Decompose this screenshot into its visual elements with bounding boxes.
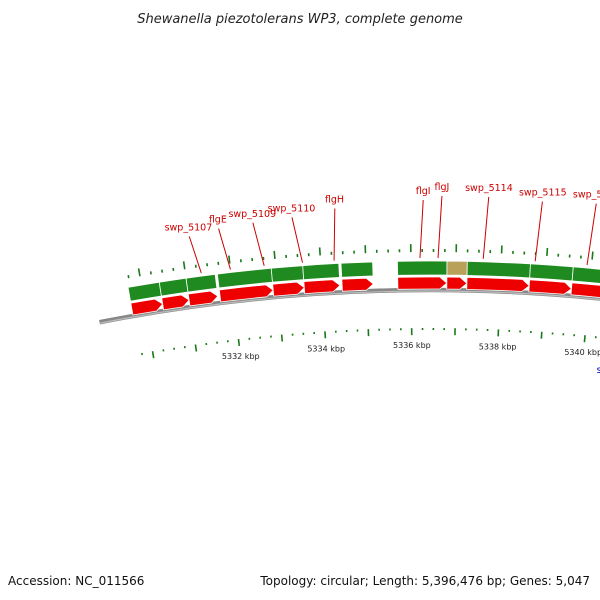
ruler-tick [237, 338, 241, 347]
cds-forward-arrow [272, 281, 305, 297]
genome-backbone-highlight [99, 290, 600, 324]
cds-forward-arrow [303, 279, 341, 295]
gene-label: flgJ [435, 182, 450, 193]
gene-label: swp_5116 [573, 190, 600, 201]
gene-label: swp_5107 [165, 222, 213, 233]
cds-forward-arrow [570, 282, 600, 298]
ruler-tick [151, 351, 155, 359]
tick-label: 5336 kbp [393, 341, 431, 350]
gene-block [446, 260, 468, 276]
gene-label-leader [291, 217, 303, 263]
outer-tick [591, 251, 594, 260]
gene-label: swp_5115 [519, 188, 567, 199]
gene-block [571, 266, 600, 284]
gene-block [466, 260, 531, 279]
tick-label: 5338 kbp [479, 342, 517, 351]
backbone-layer [99, 287, 600, 325]
cds-forward-arrow [528, 279, 573, 295]
tick-label: 5332 kbp [222, 352, 260, 361]
gene-label: swp_5117 [597, 365, 600, 376]
cds-forward-arrow [218, 284, 274, 303]
outer-tick [546, 247, 549, 256]
tick-label: 5340 kbp [564, 348, 600, 357]
gene-block [158, 277, 189, 297]
gene-block [340, 261, 374, 278]
outer-tick [228, 255, 231, 264]
gene-label-leader [437, 196, 443, 259]
tick-label: 5334 kbp [307, 344, 345, 353]
gene-label-leader [586, 203, 597, 266]
gene-label-leader [188, 236, 202, 274]
gene-label-leader [419, 199, 424, 259]
ruler-tick [194, 344, 198, 352]
ruler-tick [280, 334, 284, 342]
gene-label: swp_5114 [465, 183, 513, 194]
gene-label-leader [482, 196, 490, 259]
outer-tick [182, 261, 186, 270]
gene-block [270, 265, 305, 283]
accession-text: Accession: NC_011566 [8, 574, 145, 588]
ruler-tick [583, 335, 586, 343]
gene-label: flgI [416, 186, 431, 197]
feature-layer [127, 260, 600, 316]
tick-layer: 5332 kbp 5334 kbp 5336 kbp 5338 kbp 5340 kbp [127, 244, 600, 361]
outer-tick [318, 247, 321, 256]
gene-block [529, 263, 574, 282]
gene-block [302, 262, 340, 281]
cds-forward-arrow [187, 290, 219, 307]
cds-forward-arrow [161, 294, 190, 311]
cds-forward-arrow [130, 298, 164, 316]
gene-block [127, 281, 162, 302]
map-title: Shewanella piezotolerans WP3, complete g… [137, 12, 463, 27]
gene-label: flgE [209, 215, 227, 226]
gene-block [396, 260, 448, 276]
gene-label: swp_5109 [228, 209, 276, 220]
gene-label-leader [534, 201, 543, 262]
cds-forward-arrow [397, 276, 448, 290]
outer-tick [137, 268, 141, 277]
outer-tick [273, 250, 276, 259]
gene-label: flgH [325, 195, 344, 206]
gene-block [185, 273, 218, 293]
cds-forward-arrow [446, 276, 468, 290]
gene-label-leader [218, 228, 231, 270]
outer-tick [127, 275, 130, 279]
gene-label-leader [252, 222, 265, 267]
cds-forward-arrow [466, 276, 530, 292]
cds-forward-arrow [341, 277, 374, 292]
gene-label: swp_5110 [268, 203, 316, 214]
gene-label-leader [333, 208, 336, 261]
genome-summary-text: Topology: circular; Length: 5,396,476 bp… [260, 574, 590, 588]
genome-backbone [99, 287, 600, 325]
